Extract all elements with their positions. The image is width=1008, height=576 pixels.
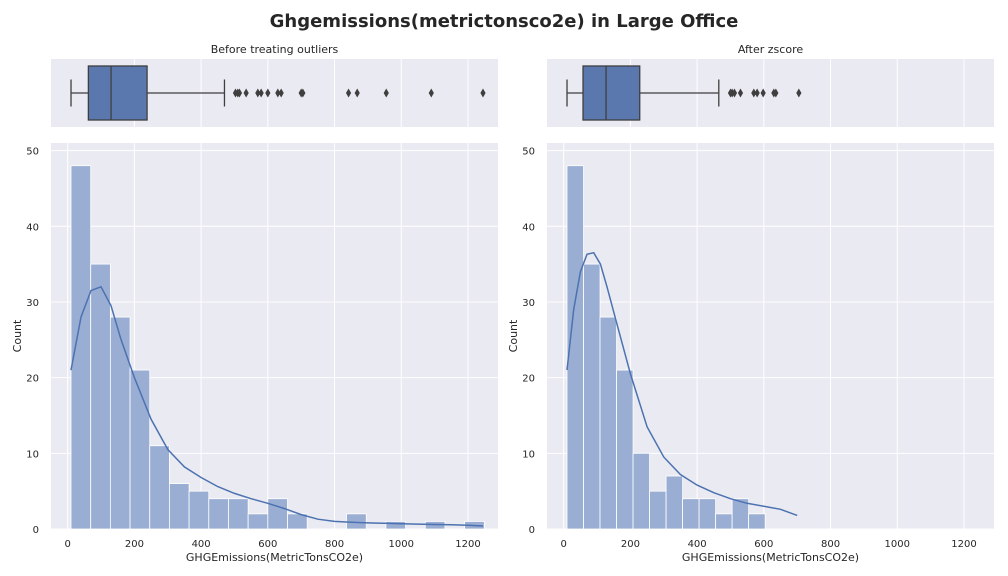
box-outlier-point (236, 88, 243, 98)
x-tick-label: 800 (325, 539, 344, 550)
histogram-bar (665, 475, 684, 530)
box-outlier-point (258, 88, 264, 98)
histogram-bar (188, 490, 210, 530)
histogram-bar (599, 316, 617, 530)
histogram-bar (109, 316, 131, 530)
x-tick-label: 600 (258, 539, 277, 550)
x-tick-label: 0 (560, 539, 566, 550)
box-outlier-point (796, 88, 802, 98)
histogram-bar (616, 369, 634, 530)
y-tick-label: 0 (33, 525, 39, 536)
subplot-title: After zscore (738, 43, 803, 56)
histogram-bar (149, 445, 170, 530)
y-tick-label: 40 (522, 222, 535, 233)
histogram-bar (70, 165, 92, 530)
y-tick-label: 30 (26, 298, 39, 309)
x-axis-label: GHGEmissions(MetricTonsCO2e) (186, 551, 363, 564)
histogram-bar (748, 513, 766, 530)
y-tick-label: 10 (522, 449, 535, 460)
y-tick-label: 40 (26, 222, 39, 233)
subplot-title: Before treating outliers (211, 43, 339, 56)
x-tick-label: 200 (125, 539, 144, 550)
histogram-bar (698, 498, 717, 530)
histogram-bar (247, 513, 269, 530)
box-outlier-point (278, 88, 284, 98)
x-tick-label: 1200 (455, 539, 480, 550)
box-iqr (87, 65, 148, 121)
y-tick-label: 20 (522, 374, 535, 385)
y-tick-label: 30 (522, 298, 535, 309)
histogram-bar (649, 490, 667, 530)
box-outlier-point (275, 88, 281, 98)
box-outlier-point (300, 88, 306, 98)
box-outlier-point (255, 88, 261, 98)
box-outlier-point (265, 88, 271, 98)
box-outlier-point (345, 88, 352, 98)
box-outlier-point (731, 88, 738, 98)
histogram-after: 0 10 20 30 40 50 0 200 400 600 800 1000 1200 GHGEmiss… (507, 143, 994, 564)
boxplot-before: Before treating outliers (51, 43, 498, 127)
histogram-bar (385, 521, 406, 530)
histogram-bar (715, 513, 733, 530)
x-tick-label: 400 (192, 539, 211, 550)
histogram-bar (682, 498, 700, 530)
histogram-before: 0 10 20 30 40 50 0 200 400 600 800 1000 1200 GHGEmiss… (11, 143, 498, 564)
histogram-bar (208, 498, 229, 530)
y-axis-label: Count (11, 319, 24, 352)
x-axis-label: GHGEmissions(MetricTonsCO2e) (682, 551, 859, 564)
box-outlier-point (737, 88, 744, 98)
y-tick-label: 20 (26, 374, 39, 385)
x-tick-label: 0 (64, 539, 70, 550)
x-tick-label: 600 (754, 539, 773, 550)
y-axis-label: Count (507, 319, 520, 352)
box-outlier-point (754, 88, 760, 98)
histogram-bar (90, 263, 111, 530)
histogram-bar (228, 498, 249, 530)
box-outlier-point (751, 88, 757, 98)
histogram-bar (169, 483, 190, 530)
y-tick-label: 10 (26, 449, 39, 460)
x-tick-label: 200 (621, 539, 640, 550)
box-outlier-point (354, 88, 360, 98)
y-tick-label: 50 (522, 147, 535, 158)
x-tick-label: 800 (821, 539, 840, 550)
x-tick-label: 1000 (389, 539, 414, 550)
histogram-bar (583, 263, 601, 530)
y-tick-label: 50 (26, 147, 39, 158)
y-tick-label: 0 (529, 525, 535, 536)
box-outlier-point (773, 88, 779, 98)
box-outlier-point (383, 88, 389, 98)
histogram-bar (129, 369, 151, 530)
box-outlier-point (760, 88, 766, 98)
x-tick-label: 1000 (885, 539, 910, 550)
boxplot-after: After zscore (547, 43, 994, 127)
box-outlier-point (428, 88, 434, 98)
x-tick-label: 1200 (951, 539, 976, 550)
histogram-bar (267, 498, 288, 530)
box-iqr (582, 65, 641, 121)
box-outlier-point (480, 88, 486, 98)
histogram-bar (632, 452, 650, 530)
box-outlier-point (243, 88, 249, 98)
x-tick-label: 400 (688, 539, 707, 550)
kde-curve (566, 251, 798, 517)
figure-title: Ghgemissions(metrictonsco2e) in Large Of… (270, 11, 739, 32)
kde-curve (70, 285, 484, 527)
